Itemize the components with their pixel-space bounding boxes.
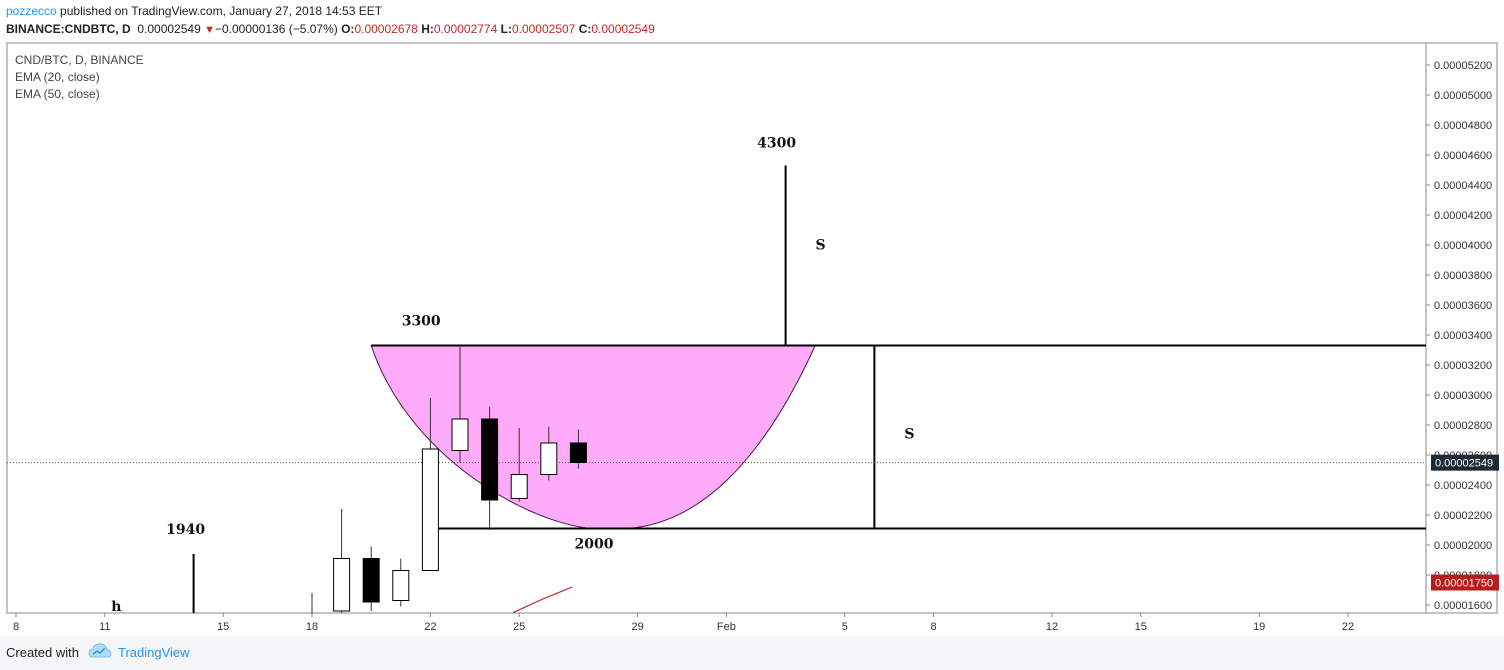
y-tick-label: 0.00003800: [1434, 270, 1492, 282]
author-link[interactable]: pozzecco: [6, 4, 57, 18]
close-value: 0.00002549: [591, 22, 655, 36]
x-tick-label: 22: [424, 621, 436, 633]
plot-area[interactable]: [6, 42, 1427, 614]
s-upper-label: S: [816, 238, 826, 254]
symbol-label: BINANCE:CNDBTC, D: [6, 22, 131, 36]
x-tick-label: 5: [842, 621, 848, 633]
candle-body: [333, 558, 351, 612]
x-tick-label: 25: [513, 621, 525, 633]
candle-body: [362, 558, 380, 603]
last-price: 0.00002549: [137, 22, 201, 36]
y-tick-label: 0.00004000: [1434, 240, 1492, 252]
down-triangle-icon: ▼: [204, 24, 215, 36]
y-tick-label: 0.00001600: [1434, 600, 1492, 612]
y-tick-label: 0.00002800: [1434, 420, 1492, 432]
cup-bottom-label: 2000: [575, 537, 614, 553]
open-value: 0.00002678: [354, 22, 418, 36]
y-tick-label: 0.00003400: [1434, 330, 1492, 342]
y-tick-label: 0.00002200: [1434, 510, 1492, 522]
low-value: 0.00002507: [511, 22, 576, 36]
price-change: −0.00000136 (−5.07%): [214, 22, 338, 36]
y-tick-label: 0.00003200: [1434, 360, 1492, 372]
annotations: 4300 3300 2000 S S 1940 h: [111, 136, 914, 616]
y-tick-label: 0.00003600: [1434, 300, 1492, 312]
drawing-lines: [7, 165, 1426, 613]
price-tag-text: 0.00001750: [1435, 578, 1493, 590]
footer: Created with TradingView: [0, 636, 1504, 670]
x-tick-label: 12: [1046, 621, 1058, 633]
target-label: 4300: [757, 136, 796, 152]
tradingview-cloud-icon: [88, 643, 112, 658]
ohlc-bar: BINANCE:CNDBTC, D 0.00002549 ▼−0.0000013…: [6, 22, 655, 36]
price-labels: 0.00002549 0.00001750: [1431, 454, 1499, 591]
candle-body: [510, 474, 528, 499]
x-tick-label: 18: [306, 621, 318, 633]
high-label: H:: [421, 22, 434, 36]
high-value: 0.00002774: [433, 22, 498, 36]
price-tag-text: 0.00002549: [1435, 458, 1493, 470]
y-tick-label: 0.00002000: [1434, 540, 1492, 552]
y-axis-labels: 0.000016000.000018000.000020000.00002200…: [1426, 60, 1492, 612]
ema-line: [512, 586, 573, 614]
tradingview-brand: TradingView: [118, 644, 190, 660]
price-tag-bg: [1431, 574, 1499, 591]
publish-info: pozzecco published on TradingView.com, J…: [6, 4, 382, 18]
created-with-text: Created with: [6, 645, 79, 660]
tradingview-link[interactable]: TradingView: [88, 642, 190, 662]
left-peak-label: 1940: [166, 522, 205, 538]
candle-body: [540, 442, 558, 475]
y-tick-label: 0.00004800: [1434, 120, 1492, 132]
candle-body: [569, 442, 587, 463]
x-tick-label: 15: [217, 621, 229, 633]
y-tick-label: 0.00003000: [1434, 390, 1492, 402]
s-right-label: S: [904, 427, 914, 443]
x-tick-label: 8: [13, 621, 19, 633]
candles: [311, 347, 587, 613]
candle-body: [392, 570, 410, 601]
y-tick-label: 0.00004400: [1434, 180, 1492, 192]
cup-top-label: 3300: [402, 314, 441, 330]
price-tag-bg: [1431, 454, 1499, 471]
x-tick-label: 22: [1342, 621, 1354, 633]
x-tick-label: 29: [631, 621, 643, 633]
close-label: C:: [578, 22, 592, 36]
left-h-label: h: [111, 599, 121, 615]
y-tick-label: 0.00005200: [1434, 60, 1492, 72]
low-label: L:: [500, 22, 512, 36]
x-tick-label: Feb: [717, 621, 736, 633]
y-tick-label: 0.00005000: [1434, 90, 1492, 102]
legend-pair: CND/BTC, D, BINANCE: [15, 53, 144, 67]
price-axis[interactable]: [1425, 42, 1498, 614]
legend-ema50: EMA (50, close): [15, 87, 100, 101]
x-tick-label: 19: [1253, 621, 1265, 633]
published-text: published on TradingView.com, January 27…: [60, 4, 383, 18]
y-tick-label: 0.00004600: [1434, 150, 1492, 162]
open-label: O:: [341, 22, 355, 36]
y-tick-label: 0.00002400: [1434, 480, 1492, 492]
candle-body: [481, 418, 499, 501]
y-tick-label: 0.00004200: [1434, 210, 1492, 222]
x-tick-label: 15: [1135, 621, 1147, 633]
candle-body: [421, 448, 439, 571]
x-tick-label: 8: [931, 621, 937, 633]
candle-body: [451, 418, 469, 451]
ema20-line: [512, 586, 573, 614]
x-tick-label: 11: [99, 621, 110, 633]
x-axis-labels: 8 11 15 18 22 25 29 Feb 5 8 12 15 19 22: [13, 613, 1354, 633]
legend-ema20: EMA (20, close): [15, 70, 100, 84]
